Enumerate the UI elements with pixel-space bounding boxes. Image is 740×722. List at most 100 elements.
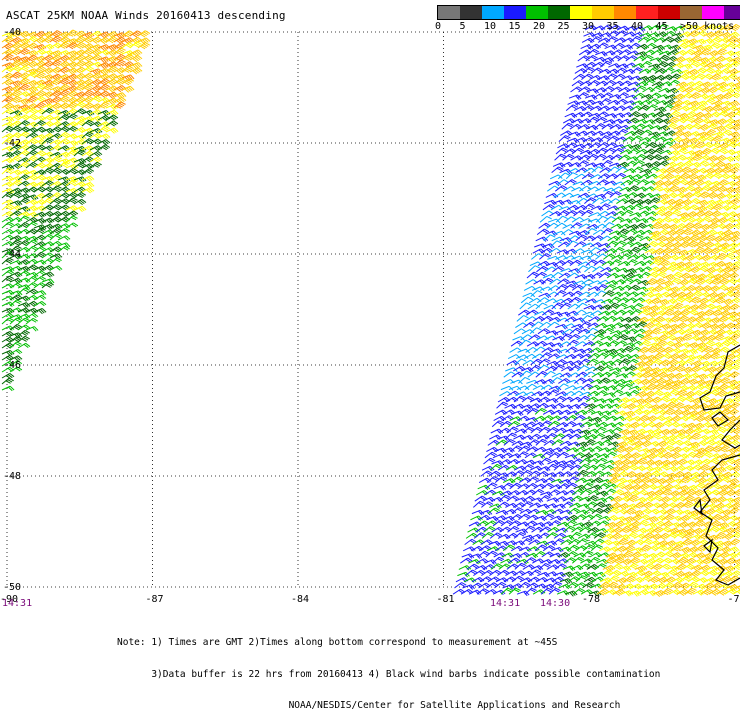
wind-barb <box>34 187 46 192</box>
wind-barb <box>58 42 70 48</box>
barb-shaft <box>10 72 17 78</box>
barb-shaft <box>50 258 57 264</box>
barb-shaft <box>42 234 49 240</box>
wind-barb <box>58 193 70 198</box>
wind-barb <box>34 291 46 296</box>
wind-barb <box>689 93 701 99</box>
wind-barb <box>26 96 38 102</box>
barb-shaft <box>18 222 25 228</box>
barb-shaft <box>690 124 697 130</box>
wind-barb <box>66 134 78 139</box>
wind-barb <box>2 117 14 122</box>
barb-shaft <box>572 81 579 86</box>
barb-shaft <box>58 132 65 138</box>
barb-shaft <box>2 217 10 222</box>
wind-barb <box>10 49 22 55</box>
barb-shaft <box>604 80 611 85</box>
wind-barb <box>66 102 78 108</box>
wind-barb <box>573 74 585 79</box>
wind-barb <box>2 86 14 92</box>
wind-barb <box>2 158 14 163</box>
barb-shaft <box>2 313 10 318</box>
wind-barb <box>10 115 22 120</box>
wind-barb <box>579 50 591 55</box>
barb-shaft <box>556 148 563 154</box>
wind-barb <box>707 51 719 57</box>
barb-shaft <box>2 168 9 174</box>
barb-shaft <box>562 123 569 129</box>
wind-barb <box>569 95 581 100</box>
wind-barb <box>2 318 14 324</box>
barb-shaft <box>2 204 9 210</box>
wind-barb <box>34 295 46 300</box>
barb-shaft <box>560 131 568 136</box>
barb-shaft <box>2 126 9 132</box>
barb-shaft <box>589 143 596 148</box>
wind-barb <box>643 50 655 55</box>
wind-barb <box>571 87 583 92</box>
wind-barb <box>34 66 46 72</box>
barb-shaft <box>2 192 9 198</box>
barb-shaft <box>26 240 33 246</box>
wind-barb <box>578 56 590 61</box>
barb-shaft <box>2 229 10 234</box>
wind-barb <box>2 386 14 391</box>
barb-shaft <box>669 74 676 80</box>
barb-shaft <box>638 105 645 110</box>
barb-shaft <box>628 149 635 154</box>
barb-shaft <box>2 235 10 240</box>
barb-shaft <box>711 136 718 142</box>
barb-shaft <box>50 205 57 210</box>
wind-barb <box>660 150 672 155</box>
barb-shaft <box>58 246 65 252</box>
wind-barb <box>630 106 642 111</box>
wind-barb <box>34 283 46 288</box>
wind-map: -90-87-84-81-78-75 -40-42-44-46-48-50 <box>0 0 740 650</box>
wind-barb <box>42 187 54 192</box>
barb-shaft <box>58 42 65 48</box>
wind-barb <box>50 36 62 42</box>
wind-barb <box>728 132 740 138</box>
barb-shaft <box>10 337 17 342</box>
wind-barb <box>18 150 30 156</box>
wind-barb <box>10 43 22 49</box>
barb-shaft <box>2 284 10 288</box>
barb-shaft <box>2 66 9 72</box>
barb-shaft <box>693 74 700 80</box>
wind-barb <box>66 192 78 198</box>
wind-barb <box>18 330 30 336</box>
barb-shaft <box>706 124 713 130</box>
barb-shaft <box>587 49 594 55</box>
barb-shaft <box>18 121 25 126</box>
barb-shaft <box>596 148 603 154</box>
wind-barb <box>50 258 62 264</box>
wind-barb <box>106 37 118 43</box>
wind-barbs <box>2 24 740 597</box>
barb-shaft <box>66 216 73 222</box>
wind-barb <box>2 152 14 157</box>
barb-shaft <box>733 111 740 117</box>
barb-shaft <box>715 86 722 92</box>
barb-shaft <box>66 198 73 204</box>
barb-shaft <box>58 90 65 96</box>
wind-barb <box>733 44 740 49</box>
barb-shaft <box>26 246 33 252</box>
wind-barb <box>2 103 14 109</box>
barb-shaft <box>566 105 573 111</box>
wind-barb <box>2 373 14 378</box>
barb-shaft <box>717 111 724 117</box>
barb-shaft <box>2 318 9 324</box>
wind-barb <box>2 96 14 102</box>
wind-barb <box>2 331 14 336</box>
barb-shaft <box>646 105 653 111</box>
wind-barb <box>50 122 62 127</box>
wind-barb <box>50 193 62 198</box>
wind-barb <box>717 76 729 81</box>
wind-barb <box>26 145 38 150</box>
barb-shaft <box>66 192 73 198</box>
barb-shaft <box>662 37 669 43</box>
wind-barb <box>26 283 38 288</box>
wind-barb <box>18 115 30 120</box>
barb-shaft <box>82 66 89 72</box>
barb-shaft <box>2 276 9 282</box>
